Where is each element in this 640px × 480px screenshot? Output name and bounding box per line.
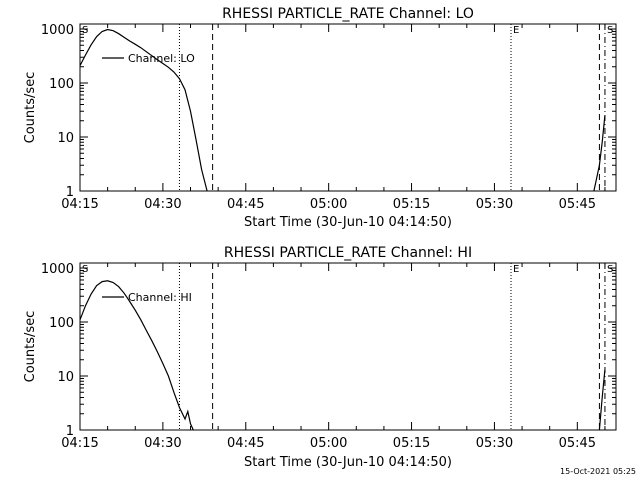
y-tick-label: 1000 [41,262,74,277]
series-line [593,115,606,192]
y-tick-label: 1000 [41,23,74,38]
y-tick-label: 100 [49,77,74,92]
chart-title: RHESSI PARTICLE_RATE Channel: HI [224,245,472,261]
x-tick-label: 05:00 [310,436,347,451]
chart-panel-2: RHESSI PARTICLE_RATE Channel: HI 1 10 100 10… [23,245,617,470]
event-marker-label: E [513,25,519,36]
chart-title: RHESSI PARTICLE_RATE Channel: LO [222,6,474,22]
legend-label: Channel: HI [128,291,192,304]
event-marker-label: S [607,25,613,36]
event-marker-label: E [513,264,519,275]
x-tick-label: 05:45 [559,436,596,451]
event-marker-label: S [607,264,613,275]
footer-timestamp: 15-Oct-2021 05:25 [560,467,636,476]
x-tick-label: 04:15 [61,197,98,212]
x-tick-label: 05:30 [476,197,513,212]
corner-label: S [82,25,88,36]
plot-frame [79,262,617,431]
y-tick-label: 10 [57,131,74,146]
y-tick-label: 10 [57,370,74,385]
x-tick-label: 04:45 [227,436,264,451]
series-line [79,28,208,192]
y-tick-label: 1 [66,424,74,439]
x-axis-label: Start Time (30-Jun-10 04:14:50) [244,215,452,230]
x-axis-label: Start Time (30-Jun-10 04:14:50) [244,455,452,470]
x-tick-label: 04:30 [144,436,181,451]
x-tick-label: 05:30 [476,436,513,451]
x-tick-label: 04:30 [144,197,181,212]
x-tick-label: 04:15 [61,436,98,451]
series-line [598,369,606,431]
x-tick-label: 04:45 [227,197,264,212]
y-axis-label: Counts/sec [23,72,38,144]
legend-label: Channel: LO [128,52,195,65]
x-tick-label: 05:15 [393,436,430,451]
y-tick-label: 1 [66,185,74,200]
x-tick-label: 05:00 [310,197,347,212]
corner-label: S [82,264,88,275]
y-tick-label: 100 [49,316,74,331]
plot-frame [79,23,617,192]
x-tick-label: 05:15 [393,197,430,212]
y-axis-label: Counts/sec [23,311,38,383]
series-line [79,280,194,431]
x-tick-label: 05:45 [559,197,596,212]
chart-panel-1: RHESSI PARTICLE_RATE Channel: LO 1 10 100 10… [23,6,617,230]
